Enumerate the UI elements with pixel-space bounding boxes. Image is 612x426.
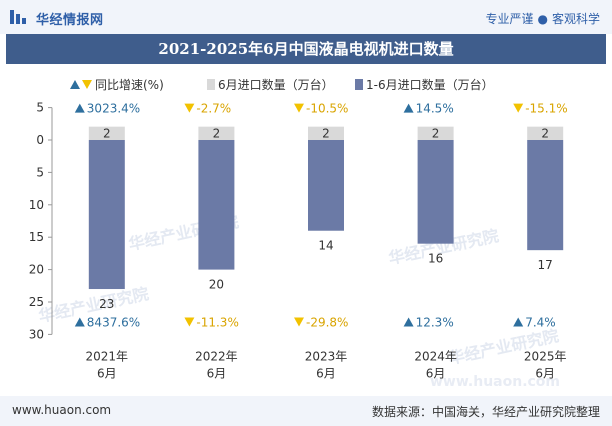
growth-up-triangle-icon <box>74 317 85 327</box>
growth-up-triangle-icon <box>74 103 85 113</box>
bar-label-monthly: 2 <box>213 127 221 141</box>
growth-label-cumulative: -29.8% <box>306 315 348 329</box>
bar-label-cumulative: 23 <box>99 297 114 311</box>
growth-label-monthly: -2.7% <box>196 102 231 116</box>
bar-label-cumulative: 20 <box>209 278 224 292</box>
growth-label-monthly: 3023.4% <box>87 102 140 116</box>
bar-label-monthly: 2 <box>322 127 330 141</box>
x-tick-label: 2021年 <box>86 349 129 363</box>
legend-label-cumulative: 1-6月进口数量（万台） <box>366 77 494 92</box>
slogan-left: 专业严谨 <box>485 12 534 26</box>
slogan: 专业严谨 ● 客观科学 <box>485 10 600 27</box>
growth-label-monthly: -10.5% <box>306 102 348 116</box>
x-tick-label: 2022年 <box>195 349 238 363</box>
bar-label-monthly: 2 <box>103 127 111 141</box>
growth-label-cumulative: 8437.6% <box>87 315 140 329</box>
growth-up-triangle-icon <box>403 317 414 327</box>
slogan-right: 客观科学 <box>551 12 600 26</box>
growth-down-triangle-icon <box>294 317 304 327</box>
bar-cumulative <box>308 140 344 231</box>
y-tick-label: 10 <box>29 198 44 212</box>
slogan-separator: ● <box>537 12 548 26</box>
logo-text: 华经情报网 <box>36 13 104 28</box>
bar-label-cumulative: 16 <box>428 252 443 266</box>
growth-label-cumulative: -11.3% <box>196 315 238 329</box>
y-tick-label: 25 <box>29 295 44 309</box>
bar-cumulative <box>88 140 125 290</box>
growth-label-cumulative: 7.4% <box>525 315 556 329</box>
x-tick-label-month: 6月 <box>535 366 555 380</box>
bar-cumulative <box>417 140 454 244</box>
top-bar: 华经情报网 专业严谨 ● 客观科学 <box>0 0 612 34</box>
y-tick-label: 5 <box>36 165 44 179</box>
legend-up-triangle-icon <box>70 80 80 89</box>
x-tick-label: 2023年 <box>305 349 348 363</box>
bar-label-monthly: 2 <box>432 127 440 141</box>
footer-site: www.huaon.com <box>12 403 112 417</box>
legend-label-growth: 同比增速(%) <box>95 78 164 92</box>
growth-down-triangle-icon <box>294 103 304 113</box>
y-tick-label: 15 <box>29 230 44 244</box>
bar-cumulative <box>198 140 235 270</box>
bar-label-monthly: 2 <box>541 127 549 141</box>
growth-down-triangle-icon <box>513 103 524 113</box>
legend-down-triangle-icon <box>82 80 92 89</box>
growth-down-triangle-icon <box>184 317 195 327</box>
legend-label-monthly: 6月进口数量（万台） <box>218 77 334 92</box>
x-tick-label: 2025年 <box>524 349 567 363</box>
logo-icon <box>10 10 26 24</box>
y-tick-label: 20 <box>29 263 44 277</box>
bar-cumulative <box>527 140 564 251</box>
x-tick-label: 2024年 <box>414 349 457 363</box>
legend-swatch-cumulative <box>355 79 363 90</box>
x-tick-label-month: 6月 <box>426 366 446 380</box>
y-tick-label: 0 <box>36 133 44 147</box>
watermark-url: www.huaon.com <box>430 374 560 390</box>
bar-monthly <box>417 126 454 140</box>
chart-title: 2021-2025年6月中国液晶电视机进口数量 <box>6 34 606 64</box>
growth-label-monthly: 14.5% <box>416 102 454 116</box>
bar-monthly <box>527 126 564 140</box>
legend-swatch-monthly <box>207 79 215 90</box>
x-tick-label-month: 6月 <box>316 366 336 380</box>
growth-up-triangle-icon <box>513 317 524 327</box>
chart: 华经产业研究院 华经产业研究院华经产业研究院华经产业研究院www.huaon.co… <box>29 77 568 390</box>
x-tick-label-month: 6月 <box>207 366 227 380</box>
growth-down-triangle-icon <box>184 103 195 113</box>
growth-label-cumulative: 12.3% <box>416 315 454 329</box>
growth-label-monthly: -15.1% <box>525 102 567 116</box>
bar-label-cumulative: 17 <box>538 258 553 272</box>
x-tick-label-month: 6月 <box>97 366 117 380</box>
footer: www.huaon.com 数据来源：中国海关，华经产业研究院整理 <box>0 396 612 426</box>
footer-source: 数据来源：中国海关，华经产业研究院整理 <box>371 405 600 419</box>
bar-monthly <box>308 126 344 140</box>
bar-monthly <box>88 126 125 140</box>
y-tick-label: 5 <box>36 101 44 115</box>
bar-monthly <box>198 126 235 140</box>
growth-up-triangle-icon <box>403 103 414 113</box>
y-tick-label: 30 <box>29 327 44 341</box>
bar-label-cumulative: 14 <box>318 239 333 253</box>
